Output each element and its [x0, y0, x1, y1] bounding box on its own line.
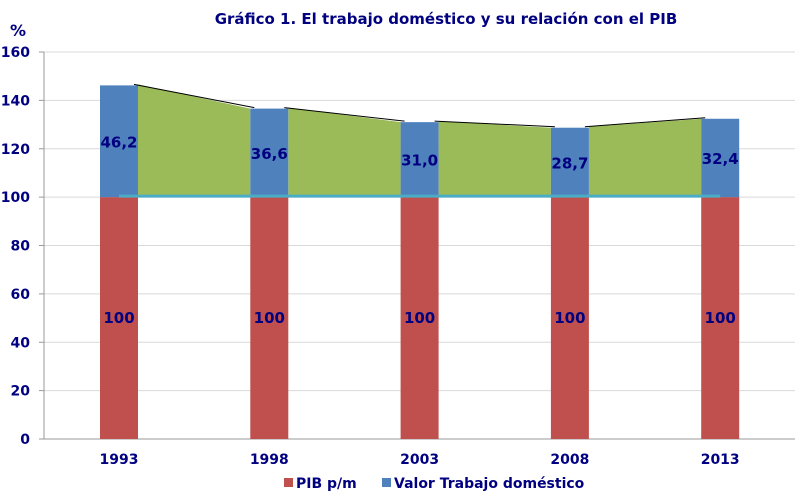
y-tick-label: 40	[11, 335, 31, 351]
trend-line	[133, 83, 255, 109]
x-tick-label: 2013	[701, 452, 740, 468]
bar-trabajo	[550, 127, 589, 198]
legend-label-pib: PIB p/m	[296, 476, 357, 492]
bar-pib	[701, 197, 740, 439]
bar-pib	[550, 197, 589, 439]
y-tick-label: 60	[11, 287, 31, 303]
legend-label-trabajo: Valor Trabajo doméstico	[394, 476, 585, 492]
data-label-pib: 100	[404, 309, 435, 327]
bar-pib	[400, 197, 439, 439]
chart-title: Gráfico 1. El trabajo doméstico y su rel…	[215, 10, 678, 28]
data-label-pib: 100	[254, 309, 285, 327]
y-tick-label: 100	[1, 190, 30, 206]
bar-trabajo	[250, 108, 289, 198]
trend-line	[584, 117, 706, 128]
bar-trabajo	[701, 118, 740, 198]
data-label-trabajo: 36,6	[251, 145, 288, 163]
bar-trabajo	[100, 85, 138, 198]
x-tick-label: 1998	[250, 452, 289, 468]
legend-swatch-pib	[284, 478, 293, 487]
y-axis-label: %	[10, 21, 26, 40]
legend-swatch-trabajo	[382, 478, 391, 487]
trend-line	[284, 107, 405, 122]
y-tick-label: 160	[1, 45, 30, 61]
trend-line	[434, 120, 555, 128]
area-segment	[438, 121, 551, 198]
x-tick-label: 1993	[100, 452, 139, 468]
area-segment	[138, 84, 251, 198]
area-segment	[588, 118, 702, 198]
bar-pib	[100, 197, 138, 439]
y-tick-label: 20	[11, 384, 31, 400]
x-tick-label: 2008	[550, 452, 589, 468]
data-label-pib: 100	[705, 309, 736, 327]
y-tick-label: 80	[11, 239, 31, 255]
area-segment	[288, 107, 401, 198]
data-label-pib: 100	[554, 309, 585, 327]
y-tick-label: 0	[20, 432, 30, 448]
bar-pib	[250, 197, 289, 439]
data-label-pib: 100	[103, 309, 134, 327]
data-label-trabajo: 32,4	[702, 150, 739, 168]
y-tick-label: 120	[1, 142, 30, 158]
data-label-trabajo: 31,0	[401, 152, 438, 170]
x-tick-label: 2003	[400, 452, 439, 468]
data-label-trabajo: 28,7	[551, 154, 588, 172]
bar-trabajo	[400, 122, 439, 198]
data-label-trabajo: 46,2	[100, 133, 137, 151]
y-tick-label: 140	[1, 93, 30, 109]
